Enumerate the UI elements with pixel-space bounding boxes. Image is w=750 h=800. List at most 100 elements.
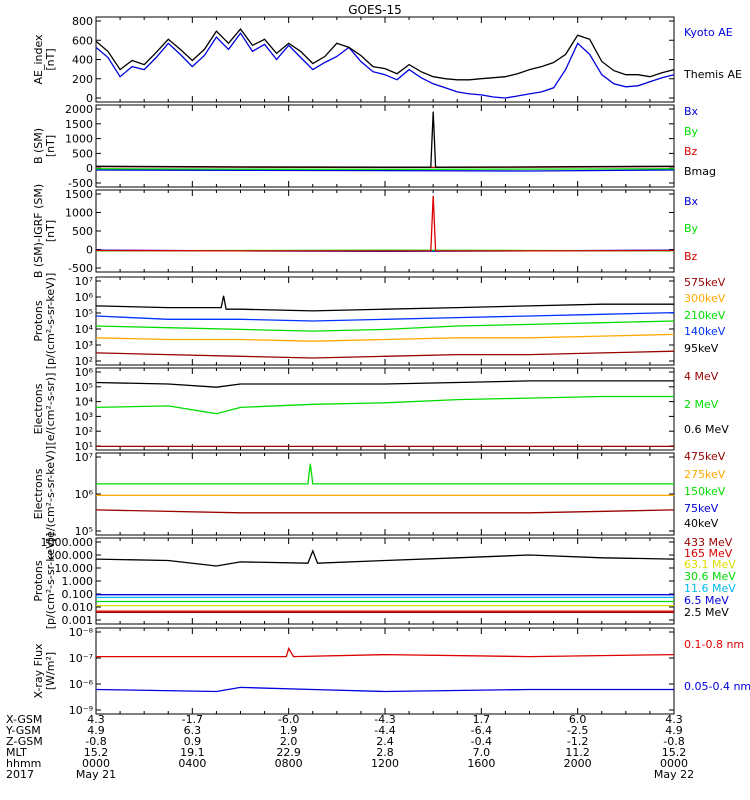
y-tick-label: 0 <box>86 244 93 257</box>
footer-value: 15.2 <box>662 746 687 759</box>
footer-value: 2.0 <box>280 735 298 748</box>
footer-value: -0.8 <box>85 735 106 748</box>
y-tick-label: 10⁵ <box>75 525 93 538</box>
legend-entry: 475keV <box>684 450 726 463</box>
y-tick-label: 1000 <box>65 207 93 220</box>
y-tick-label: 0.001 <box>62 614 94 627</box>
y-tick-label: 500 <box>72 147 93 160</box>
legend-entry: Bx <box>684 195 699 208</box>
y-axis-label: [e/(cm²-s-sr)] <box>44 373 57 446</box>
panel-frame <box>95 452 675 536</box>
y-tick-label: 400 <box>72 54 93 67</box>
footer-value: 6.0 <box>569 713 587 726</box>
y-tick-label: 10⁶ <box>75 291 94 304</box>
legend-entry: Themis AE <box>683 68 742 81</box>
y-tick-label: 10⁷ <box>75 275 93 288</box>
series-line <box>95 549 675 567</box>
footer-row-label: hhmm <box>6 757 41 770</box>
footer-row-label: MLT <box>6 746 27 759</box>
y-tick-label: 10¹ <box>75 440 93 453</box>
y-tick-label: 100.000 <box>48 549 94 562</box>
y-axis-label: [nT] <box>44 48 57 70</box>
footer-row-label: X-GSM <box>6 713 42 726</box>
footer-value: 0400 <box>178 757 206 770</box>
footer-value: 4.9 <box>665 724 683 737</box>
legend-entry: 75keV <box>684 502 719 515</box>
legend-entry: Bz <box>684 145 698 158</box>
y-tick-label: -500 <box>68 177 93 190</box>
series-line <box>96 463 674 485</box>
y-tick-label: 1000.000 <box>41 536 94 549</box>
legend-entry: Bx <box>684 105 699 118</box>
y-axis-label: X-ray Flux <box>32 643 45 699</box>
y-tick-label: 10⁵ <box>75 307 93 320</box>
y-tick-label: 500 <box>72 225 93 238</box>
footer-value: 1.9 <box>280 724 298 737</box>
legend-entry: 2.5 MeV <box>684 606 729 619</box>
series-line <box>95 195 675 252</box>
y-axis-label: [e/(cm²-s-sr-keV)] <box>44 446 57 542</box>
y-tick-label: 200 <box>72 73 93 86</box>
panel-6: 1000.000100.00010.0001.0000.1000.0100.00… <box>32 533 736 630</box>
y-tick-label: 10⁶ <box>75 366 94 379</box>
footer-value: 22.9 <box>276 746 301 759</box>
footer-value: 2000 <box>564 757 592 770</box>
y-axis-label: [nT] <box>44 135 57 157</box>
series-line <box>95 686 674 693</box>
y-tick-label: 10⁴ <box>75 323 94 336</box>
footer-value: 4.3 <box>87 713 105 726</box>
panel-frame <box>95 104 675 188</box>
y-tick-label: 10⁷ <box>75 451 93 464</box>
y-tick-label: 0.100 <box>62 588 94 601</box>
footer-value: -6.0 <box>278 713 299 726</box>
legend-entry: By <box>684 222 699 235</box>
series-line <box>95 350 675 359</box>
footer-value: 0000 <box>660 757 688 770</box>
series-line <box>95 333 675 342</box>
legend-entry: 140keV <box>684 325 726 338</box>
series-line <box>95 395 674 415</box>
y-tick-label: 0.010 <box>62 601 94 614</box>
footer-value: -1.2 <box>567 735 588 748</box>
panel-frame <box>95 276 675 366</box>
footer-value: 6.3 <box>184 724 202 737</box>
panel-2: 1500 1000 500 0 -500 B (SM)-IGRF (SM) [nT] Bx By… <box>32 184 699 278</box>
y-axis-label: B (SM) <box>32 128 45 164</box>
y-tick-label: 10⁻⁷ <box>69 652 93 665</box>
y-tick-label: 10² <box>75 355 93 368</box>
footer-value: 4.9 <box>87 724 105 737</box>
footer-value: 1600 <box>467 757 495 770</box>
y-tick-label: 10³ <box>75 410 93 423</box>
footer-value: -0.4 <box>471 735 492 748</box>
footer-value: 0.9 <box>184 735 202 748</box>
legend-entry: By <box>684 125 699 138</box>
y-axis-label: [p/(cm²-s-sr-keV)] <box>44 273 57 370</box>
y-tick-label: 1500 <box>65 118 93 131</box>
y-tick-label: 0 <box>86 162 93 175</box>
legend-entry: 30.6 MeV <box>684 570 736 583</box>
legend-entry: 0.6 MeV <box>684 423 729 436</box>
legend-entry: 11.6 MeV <box>684 582 736 595</box>
footer-value: 2.8 <box>376 746 394 759</box>
footer-value: 7.0 <box>473 746 491 759</box>
footer-value: 11.2 <box>565 746 590 759</box>
y-tick-label: 1000 <box>65 133 93 146</box>
legend-entry: 275keV <box>684 468 726 481</box>
y-axis-label: Electrons <box>32 383 45 434</box>
y-tick-label: 10² <box>75 425 93 438</box>
footer-value: -6.4 <box>471 724 492 737</box>
footer-value: -2.5 <box>567 724 588 737</box>
y-tick-label: -500 <box>68 262 93 275</box>
orbit-footer: X-GSMY-GSMZ-GSMMLThhmm20174.34.9-0.815.2… <box>5 713 694 781</box>
y-tick-label: 10⁴ <box>75 396 94 409</box>
footer-value: -4.4 <box>374 724 395 737</box>
y-tick-label: 0 <box>86 92 93 105</box>
legend-entry: 0.1-0.8 nm <box>684 638 744 651</box>
panel-5: 10⁷ 10⁶ 10⁵ Electrons [e/(cm²-s-sr-keV)] 475k… <box>32 446 726 542</box>
series-line <box>95 380 674 388</box>
footer-value: 19.1 <box>180 746 205 759</box>
